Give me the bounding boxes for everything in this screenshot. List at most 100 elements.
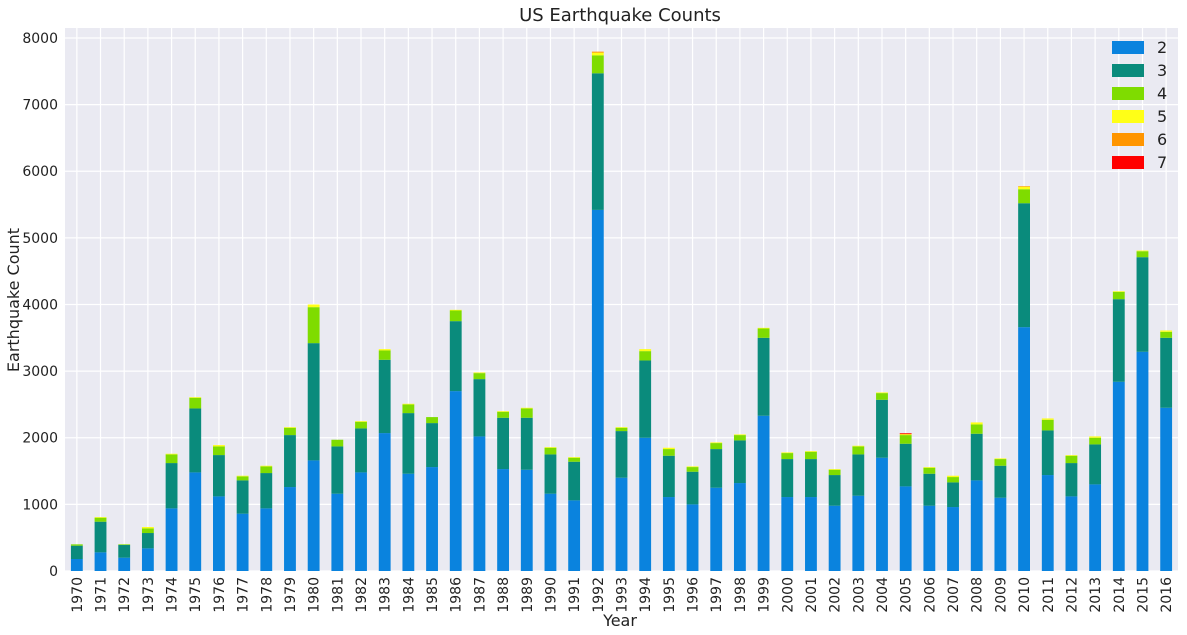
bar-segment bbox=[355, 421, 367, 422]
bar-segment bbox=[260, 466, 273, 474]
bar-segment bbox=[568, 457, 581, 458]
bar-segment bbox=[805, 451, 817, 452]
x-tick-label: 1980 bbox=[307, 577, 323, 613]
bar-segment bbox=[662, 497, 675, 571]
bar-segment bbox=[260, 508, 273, 571]
bar-segment bbox=[165, 454, 178, 464]
bar-segment bbox=[947, 477, 959, 483]
bar-segment bbox=[1018, 189, 1030, 204]
bar-segment bbox=[378, 349, 391, 351]
x-tick-label: 2000 bbox=[780, 577, 796, 613]
bar-segment bbox=[213, 445, 225, 447]
bar-segment bbox=[781, 497, 794, 571]
bar-segment bbox=[165, 453, 178, 455]
bar-segment bbox=[544, 493, 557, 571]
bar-segment bbox=[213, 446, 225, 456]
bar-segment bbox=[307, 343, 320, 461]
x-tick-label: 1971 bbox=[94, 577, 110, 613]
bar-segment bbox=[899, 435, 912, 444]
x-tick-label: 1983 bbox=[378, 577, 394, 613]
x-tick-label: 1988 bbox=[496, 577, 512, 613]
bar-segment bbox=[710, 442, 723, 444]
x-tick-label: 2007 bbox=[946, 577, 962, 613]
x-tick-label: 2012 bbox=[1064, 577, 1080, 613]
bar-segment bbox=[1089, 484, 1102, 571]
x-tick-label: 2010 bbox=[1017, 577, 1033, 613]
bar-segment bbox=[639, 437, 652, 571]
bar-segment bbox=[426, 423, 438, 468]
x-tick-label: 1999 bbox=[757, 577, 773, 613]
bar-segment bbox=[970, 433, 983, 481]
bar-segment bbox=[213, 496, 225, 571]
bar-segment bbox=[355, 421, 367, 429]
bar-segment bbox=[331, 446, 344, 494]
bar-segment bbox=[284, 427, 296, 428]
bar-segment bbox=[899, 486, 912, 571]
legend-swatch bbox=[1112, 156, 1144, 169]
bar-segment bbox=[757, 327, 770, 329]
x-tick-label: 1987 bbox=[472, 577, 488, 613]
bar-segment bbox=[141, 548, 154, 571]
legend: 2 3 4 5 6 7 bbox=[1112, 38, 1167, 172]
bar-segment bbox=[70, 545, 83, 560]
x-tick-label: 2006 bbox=[922, 577, 938, 613]
bar-segment bbox=[189, 408, 202, 473]
legend-swatch bbox=[1112, 110, 1144, 123]
x-tick-label: 1990 bbox=[543, 577, 559, 613]
legend-label: 2 bbox=[1157, 38, 1167, 57]
bar-segment bbox=[94, 517, 107, 522]
bar-segment bbox=[970, 422, 983, 425]
bar-segment bbox=[615, 427, 628, 428]
bar-segment bbox=[852, 446, 865, 455]
bar-segment bbox=[591, 52, 604, 56]
y-axis-title: Earthquake Count bbox=[4, 228, 23, 372]
bar-segment bbox=[1112, 291, 1125, 292]
x-tick-label: 1984 bbox=[401, 577, 417, 613]
bar-segment bbox=[497, 411, 510, 412]
bar-segment bbox=[426, 467, 438, 571]
x-tick-label: 1985 bbox=[425, 577, 441, 613]
x-tick-label: 1995 bbox=[662, 577, 678, 613]
bar-segment bbox=[497, 411, 510, 418]
x-tick-label: 1991 bbox=[567, 577, 583, 613]
x-tick-label: 1982 bbox=[354, 577, 370, 613]
x-tick-label: 2002 bbox=[828, 577, 844, 613]
x-tick-label: 1996 bbox=[686, 577, 702, 613]
bar-segment bbox=[497, 417, 510, 470]
bar-segment bbox=[520, 408, 533, 418]
bar-segment bbox=[876, 399, 888, 458]
bar-segment bbox=[70, 544, 83, 546]
legend-swatch bbox=[1112, 41, 1144, 54]
bar-segment bbox=[520, 469, 533, 571]
bar-segment bbox=[805, 459, 817, 498]
bar-segment bbox=[402, 403, 415, 405]
bar-segment bbox=[118, 545, 131, 558]
bar-segment bbox=[662, 455, 675, 498]
x-tick-label: 1970 bbox=[70, 577, 86, 613]
bar-segment bbox=[1041, 430, 1054, 476]
bar-segment bbox=[591, 51, 604, 53]
bar-segment bbox=[1041, 475, 1054, 571]
bar-segment bbox=[1018, 186, 1030, 190]
bar-segment bbox=[1065, 496, 1078, 571]
bar-segment bbox=[1112, 381, 1125, 571]
bar-segment bbox=[449, 310, 462, 322]
x-axis-title: Year bbox=[602, 611, 637, 630]
bar-segment bbox=[757, 337, 770, 416]
bar-segment bbox=[544, 447, 557, 455]
bar-segment bbox=[1160, 331, 1173, 338]
legend-swatch bbox=[1112, 133, 1144, 146]
bar-segment bbox=[1018, 186, 1030, 187]
bar-segment bbox=[141, 528, 154, 534]
x-tick-label: 1998 bbox=[733, 577, 749, 613]
x-tick-label: 1975 bbox=[188, 577, 204, 613]
y-tick-label: 5000 bbox=[22, 231, 58, 247]
legend-label: 6 bbox=[1157, 130, 1167, 149]
bar-segment bbox=[378, 350, 391, 360]
bar-segment bbox=[757, 328, 770, 338]
bar-segment bbox=[733, 440, 746, 484]
x-tick-label: 1994 bbox=[638, 577, 654, 613]
bar-segment bbox=[1112, 299, 1125, 382]
bar-segment bbox=[828, 469, 841, 476]
